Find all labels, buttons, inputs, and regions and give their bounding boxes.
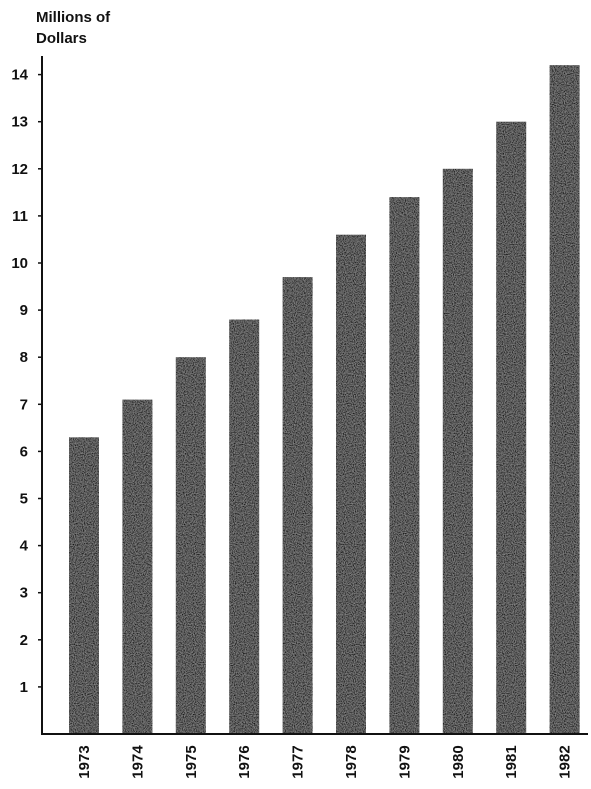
bar-1975 <box>175 357 206 734</box>
y-tick-label-12: 12 <box>11 161 28 178</box>
bar-1976 <box>229 319 260 734</box>
y-tick-label-5: 5 <box>20 491 28 508</box>
bar-1974 <box>122 399 153 734</box>
y-tick-label-11: 11 <box>12 208 28 225</box>
x-tick-label-1980: 1980 <box>450 745 467 778</box>
y-tick-label-4: 4 <box>20 538 29 555</box>
x-tick-label-1974: 1974 <box>129 745 146 779</box>
bar-1981 <box>496 121 527 734</box>
y-axis-label-line-1: Millions of <box>36 9 111 26</box>
y-tick-label-6: 6 <box>20 443 28 460</box>
y-tick-label-2: 2 <box>20 632 28 649</box>
y-tick-label-3: 3 <box>20 585 28 602</box>
bars-group <box>69 65 580 735</box>
x-tick-label-1975: 1975 <box>183 745 200 778</box>
bar-1980 <box>442 168 473 735</box>
bar-1973 <box>69 437 99 734</box>
y-tick-label-13: 13 <box>11 114 28 131</box>
x-tick-label-1976: 1976 <box>236 745 253 778</box>
x-tick-label-1979: 1979 <box>396 745 413 778</box>
y-tick-label-14: 14 <box>11 67 28 84</box>
y-tick-label-7: 7 <box>20 396 28 413</box>
x-tick-label-1982: 1982 <box>557 745 574 778</box>
y-tick-label-10: 10 <box>11 255 28 272</box>
x-tick-label-1973: 1973 <box>76 745 93 778</box>
bar-1978 <box>336 234 366 734</box>
x-tick-label-1977: 1977 <box>290 745 307 778</box>
y-tick-label-1: 1 <box>20 679 28 696</box>
bar-1982 <box>549 65 580 734</box>
y-tick-label-9: 9 <box>20 302 28 319</box>
x-tick-label-1978: 1978 <box>343 745 360 778</box>
axes-group <box>38 56 588 735</box>
x-tick-labels: 1973 1974 1975 1976 1977 1978 1979 1980 1981 1982 <box>76 745 574 779</box>
bar-1977 <box>282 277 313 734</box>
x-tick-label-1981: 1981 <box>503 745 520 778</box>
y-tick-label-8: 8 <box>20 349 28 366</box>
bar-1979 <box>389 197 420 735</box>
y-axis-label-line-2: Dollars <box>36 30 87 47</box>
